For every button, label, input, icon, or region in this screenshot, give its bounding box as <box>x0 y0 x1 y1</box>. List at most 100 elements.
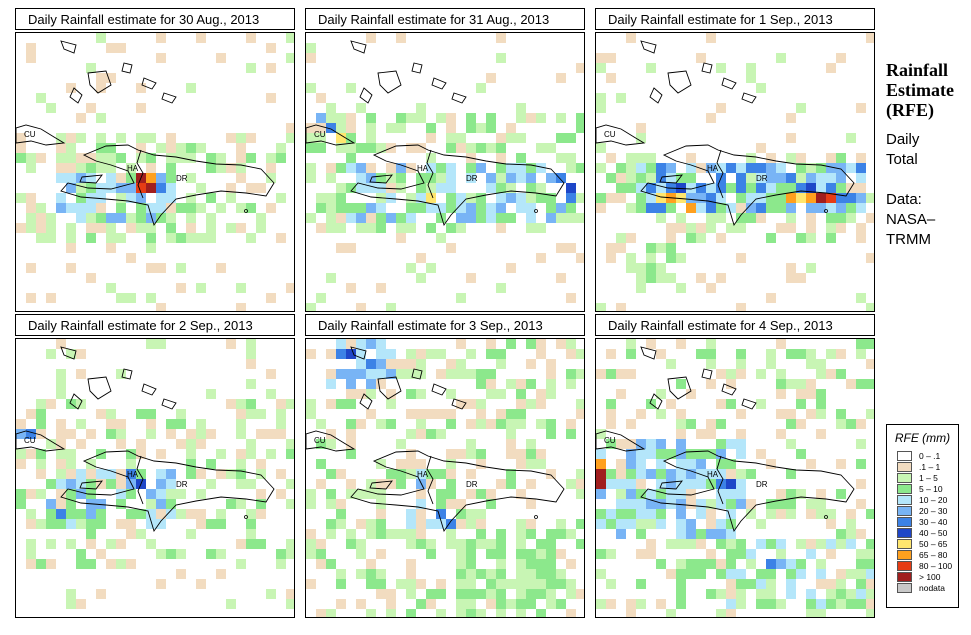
rainfall-cell <box>286 449 294 459</box>
rainfall-cell <box>406 569 416 579</box>
rainfall-cell <box>266 63 276 73</box>
rainfall-cell <box>846 379 856 389</box>
rainfall-cell <box>646 193 656 203</box>
rainfall-cell <box>526 589 536 599</box>
rfe-title: Rainfall Estimate (RFE) <box>886 60 954 120</box>
rainfall-cell <box>526 379 536 389</box>
rainfall-cell <box>846 599 856 609</box>
rainfall-cell <box>316 133 326 143</box>
rainfall-cell <box>26 429 36 439</box>
rainfall-cell <box>386 173 396 183</box>
rainfall-cell <box>406 203 416 213</box>
rainfall-cell <box>656 449 666 459</box>
rainfall-cell <box>596 489 606 499</box>
rainfall-cell <box>756 449 766 459</box>
rainfall-cell <box>356 349 366 359</box>
rainfall-cell <box>386 213 396 223</box>
rainfall-cell <box>686 559 696 569</box>
rainfall-cell <box>146 223 156 233</box>
rainfall-cell <box>546 203 556 213</box>
rainfall-cell <box>836 599 846 609</box>
rainfall-cell <box>326 123 336 133</box>
rainfall-cell <box>826 63 836 73</box>
rainfall-cell <box>546 539 556 549</box>
rainfall-cell <box>306 579 316 589</box>
rainfall-cell <box>486 569 496 579</box>
rainfall-cell <box>716 469 726 479</box>
rainfall-cell <box>196 203 206 213</box>
rainfall-cell <box>556 339 566 349</box>
rainfall-cell <box>16 223 26 233</box>
rainfall-cell <box>306 349 316 359</box>
rainfall-cell <box>526 569 536 579</box>
rainfall-cell <box>76 173 86 183</box>
rainfall-cell <box>406 369 416 379</box>
rainfall-cell <box>526 559 536 569</box>
rainfall-cell <box>206 459 216 469</box>
rainfall-cell <box>396 479 406 489</box>
rainfall-cell <box>326 519 336 529</box>
rainfall-cell <box>516 133 526 143</box>
rainfall-cell <box>216 519 226 529</box>
rainfall-cell <box>486 183 496 193</box>
rainfall-cell <box>246 203 256 213</box>
rainfall-cell <box>346 529 356 539</box>
rainfall-cell <box>616 93 626 103</box>
panel-title: Daily Rainfall estimate for 4 Sep., 2013 <box>595 314 875 336</box>
bahamas-island <box>350 40 367 54</box>
rainfall-cell <box>696 509 706 519</box>
rainfall-cell <box>736 489 746 499</box>
rainfall-cell <box>226 499 236 509</box>
rainfall-cell <box>86 529 96 539</box>
rainfall-cell <box>806 223 816 233</box>
rainfall-cell <box>236 143 246 153</box>
rainfall-cell <box>176 409 186 419</box>
rainfall-cell <box>676 283 686 293</box>
rainfall-cell <box>376 479 386 489</box>
rainfall-cell <box>86 63 96 73</box>
rainfall-cell <box>346 113 356 123</box>
rainfall-cell <box>786 379 796 389</box>
rainfall-cell <box>376 419 386 429</box>
rainfall-cell <box>606 173 616 183</box>
rainfall-cell <box>36 469 46 479</box>
rainfall-cell <box>96 183 106 193</box>
rainfall-cell <box>246 183 256 193</box>
rainfall-cell <box>576 193 584 203</box>
rainfall-cell <box>566 369 576 379</box>
rainfall-cell <box>726 399 736 409</box>
rainfall-cell <box>196 579 206 589</box>
rainfall-cell <box>806 379 816 389</box>
rainfall-cell <box>836 569 846 579</box>
rainfall-cell <box>346 389 356 399</box>
rainfall-cell <box>546 589 556 599</box>
rainfall-cell <box>236 173 246 183</box>
rainfall-cell <box>166 163 176 173</box>
rainfall-cell <box>276 399 286 409</box>
rainfall-cell <box>396 469 406 479</box>
rainfall-cell <box>716 569 726 579</box>
rainfall-cell <box>666 569 676 579</box>
rainfall-cell <box>356 549 366 559</box>
rainfall-cell <box>446 183 456 193</box>
rainfall-cell <box>796 349 806 359</box>
rainfall-cell <box>446 369 456 379</box>
rainfall-cell <box>746 213 756 223</box>
rainfall-cell <box>556 599 566 609</box>
rainfall-cell <box>116 213 126 223</box>
rainfall-cell <box>696 559 706 569</box>
rainfall-cell <box>476 419 486 429</box>
rainfall-cell <box>696 183 706 193</box>
bahamas-island <box>701 368 713 380</box>
rainfall-cell <box>186 153 196 163</box>
rainfall-cell <box>546 599 556 609</box>
legend-label: nodata <box>919 583 945 593</box>
rainfall-cell <box>356 223 366 233</box>
rainfall-cell <box>766 459 776 469</box>
bahamas-island <box>161 92 177 104</box>
rainfall-cell <box>126 469 136 479</box>
rainfall-cell <box>36 419 46 429</box>
rainfall-cell <box>446 469 456 479</box>
rainfall-cell <box>716 529 726 539</box>
legend-swatch <box>897 473 912 483</box>
